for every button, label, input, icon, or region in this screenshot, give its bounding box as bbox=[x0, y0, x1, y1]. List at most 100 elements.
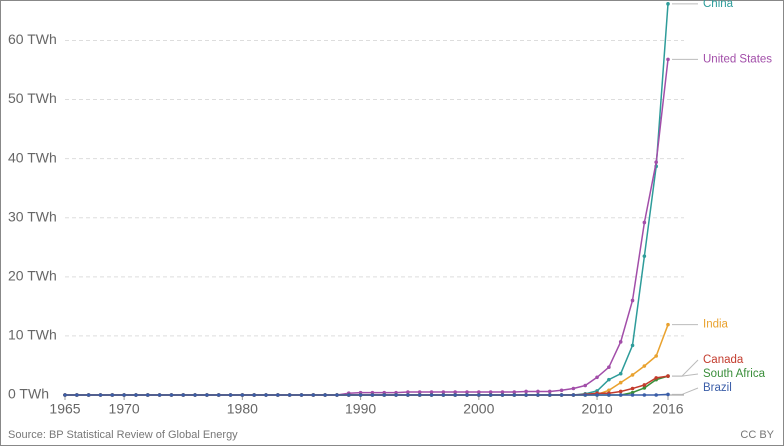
data-point bbox=[654, 354, 658, 358]
series-label: China bbox=[703, 0, 734, 10]
data-point bbox=[264, 393, 268, 397]
data-point bbox=[595, 393, 599, 397]
data-point bbox=[181, 393, 186, 397]
data-point bbox=[299, 393, 304, 397]
series-label: South Africa bbox=[703, 368, 766, 380]
data-point bbox=[453, 393, 457, 397]
x-tick-label: 1980 bbox=[227, 401, 258, 417]
data-point bbox=[666, 2, 670, 6]
data-point bbox=[406, 390, 410, 394]
data-point bbox=[666, 374, 670, 378]
data-point bbox=[618, 393, 623, 397]
y-tick-label: 40 TWh bbox=[8, 149, 57, 165]
data-point bbox=[547, 393, 552, 397]
y-tick-label: 20 TWh bbox=[8, 268, 57, 284]
data-point bbox=[536, 389, 540, 394]
series-label: Canada bbox=[703, 354, 744, 366]
data-point bbox=[666, 57, 670, 62]
y-tick-label: 0 TWh bbox=[8, 386, 49, 402]
data-point bbox=[75, 393, 79, 397]
x-tick-label: 2000 bbox=[463, 401, 494, 417]
y-tick-label: 30 TWh bbox=[8, 208, 57, 224]
data-point bbox=[559, 388, 564, 393]
data-point bbox=[323, 393, 327, 397]
data-point bbox=[607, 365, 611, 370]
x-tick-label: 1970 bbox=[109, 401, 140, 417]
y-tick-label: 50 TWh bbox=[8, 90, 57, 106]
data-point bbox=[276, 393, 280, 397]
x-tick-label: 1965 bbox=[49, 401, 80, 417]
data-point bbox=[287, 393, 292, 397]
x-tick-label: 2010 bbox=[581, 401, 612, 417]
data-point bbox=[488, 390, 493, 394]
data-point bbox=[512, 390, 517, 394]
data-point bbox=[559, 393, 564, 397]
data-point bbox=[169, 393, 174, 397]
series-label: India bbox=[703, 319, 729, 331]
data-point bbox=[240, 393, 245, 397]
data-point bbox=[335, 393, 339, 397]
data-point bbox=[228, 393, 233, 397]
series-label: United States bbox=[703, 53, 772, 65]
data-point bbox=[429, 393, 434, 397]
data-point bbox=[642, 383, 647, 387]
data-point bbox=[618, 371, 623, 376]
data-point bbox=[595, 375, 599, 380]
data-point bbox=[618, 340, 623, 344]
data-point bbox=[205, 393, 209, 397]
data-point bbox=[583, 383, 588, 388]
data-point bbox=[417, 393, 422, 397]
data-point bbox=[465, 390, 469, 394]
data-point bbox=[630, 393, 635, 397]
data-point bbox=[122, 393, 126, 397]
data-point bbox=[524, 389, 528, 394]
data-point bbox=[666, 322, 670, 327]
data-point bbox=[193, 393, 197, 397]
data-point bbox=[500, 393, 505, 397]
data-point bbox=[571, 393, 576, 397]
data-point bbox=[429, 390, 434, 394]
y-tick-label: 60 TWh bbox=[8, 31, 57, 47]
data-point bbox=[654, 393, 658, 397]
data-point bbox=[346, 393, 351, 397]
source-note: Source: BP Statistical Review of Global … bbox=[8, 429, 238, 441]
label-leader bbox=[672, 387, 699, 395]
data-point bbox=[607, 388, 611, 393]
data-point bbox=[607, 377, 611, 382]
series-line bbox=[65, 393, 669, 396]
data-point bbox=[145, 393, 150, 397]
data-point bbox=[630, 386, 635, 391]
data-point bbox=[583, 393, 588, 397]
data-point bbox=[547, 389, 552, 394]
data-point bbox=[642, 393, 647, 397]
data-point bbox=[394, 393, 398, 397]
data-point bbox=[465, 393, 469, 397]
x-tick-label: 2016 bbox=[652, 401, 683, 417]
data-point bbox=[512, 393, 517, 397]
data-point bbox=[98, 393, 103, 397]
data-point bbox=[382, 393, 387, 397]
x-tick-label: 1990 bbox=[345, 401, 376, 417]
data-point bbox=[441, 390, 446, 394]
data-point bbox=[441, 393, 446, 397]
data-point bbox=[571, 386, 576, 391]
label-leader bbox=[672, 359, 699, 377]
data-point bbox=[63, 393, 67, 397]
data-point bbox=[216, 393, 221, 397]
data-point bbox=[477, 390, 481, 394]
data-point bbox=[618, 380, 623, 385]
y-tick-label: 10 TWh bbox=[8, 327, 57, 343]
data-point bbox=[607, 393, 611, 397]
data-point bbox=[642, 254, 647, 258]
data-point bbox=[488, 393, 493, 397]
data-point bbox=[618, 389, 623, 394]
data-point bbox=[642, 386, 647, 390]
data-point bbox=[370, 393, 375, 397]
license: CC BY bbox=[740, 429, 774, 441]
data-point bbox=[110, 393, 115, 397]
data-point bbox=[477, 393, 481, 397]
data-point bbox=[252, 393, 256, 397]
data-point bbox=[134, 393, 138, 397]
